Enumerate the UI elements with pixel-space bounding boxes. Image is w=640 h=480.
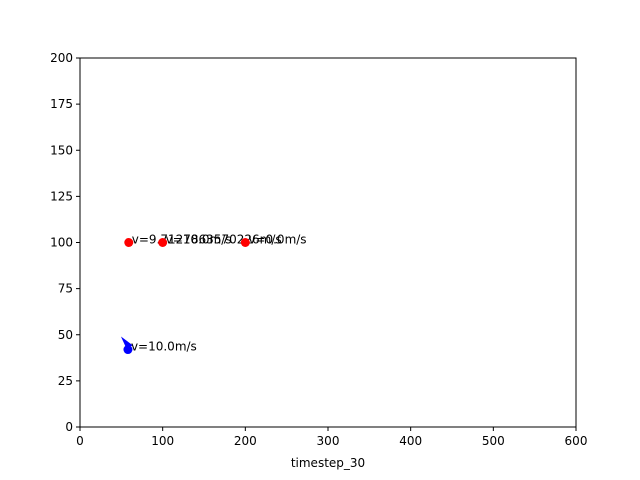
x-axis-label: timestep_30 bbox=[291, 456, 365, 470]
data-point bbox=[124, 238, 134, 247]
y-tick-label: 200 bbox=[50, 51, 73, 65]
data-point bbox=[123, 345, 133, 355]
x-tick-label: 100 bbox=[151, 434, 174, 448]
x-tick-label: 400 bbox=[399, 434, 422, 448]
x-tick-label: 300 bbox=[317, 434, 340, 448]
data-point bbox=[240, 238, 250, 247]
x-tick-label: 200 bbox=[234, 434, 257, 448]
plot-marks: v=9.7127863570226m/sv=10.0m/s v=0.0m/sv=1… bbox=[120, 233, 307, 355]
x-tick-label: 600 bbox=[565, 434, 588, 448]
x-tick-label: 500 bbox=[482, 434, 505, 448]
point-annotation: v=0.0m/s bbox=[248, 233, 306, 247]
axes-frame bbox=[79, 57, 577, 428]
point-annotation: v=10.0m/s bbox=[131, 340, 197, 354]
y-tick-label: 175 bbox=[50, 97, 73, 111]
axis-ticks: 0 100 200 300 400 500 600 0 25 50 75 100 125 150 175 20… bbox=[50, 51, 587, 448]
heading-marker bbox=[120, 336, 133, 348]
data-point bbox=[158, 238, 168, 247]
y-tick-label: 0 bbox=[65, 420, 73, 434]
y-tick-label: 100 bbox=[50, 236, 73, 250]
y-tick-label: 125 bbox=[50, 189, 73, 203]
y-tick-label: 50 bbox=[58, 328, 73, 342]
point-annotation: v=10.0m/s bbox=[166, 233, 232, 247]
y-tick-label: 150 bbox=[50, 143, 73, 157]
y-tick-label: 75 bbox=[58, 282, 73, 296]
y-tick-label: 25 bbox=[58, 374, 73, 388]
x-tick-label: 0 bbox=[76, 434, 84, 448]
